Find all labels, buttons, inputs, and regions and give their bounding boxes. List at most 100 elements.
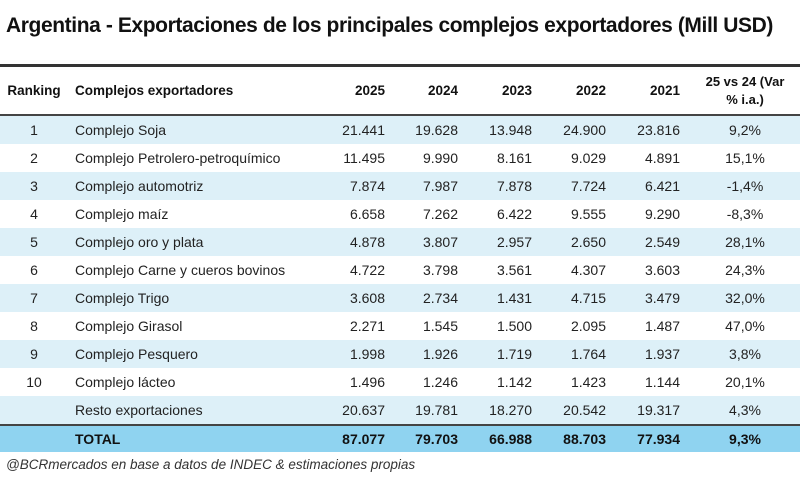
value-2025: 1.998 bbox=[320, 340, 395, 368]
header-2023: 2023 bbox=[468, 67, 542, 116]
header-2024: 2024 bbox=[395, 67, 468, 116]
name-cell: Complejo Carne y cueros bovinos bbox=[68, 256, 320, 284]
name-cell: Resto exportaciones bbox=[68, 396, 320, 425]
value-2022: 9.555 bbox=[542, 200, 616, 228]
header-2022: 2022 bbox=[542, 67, 616, 116]
value-2022: 2.650 bbox=[542, 228, 616, 256]
value-2025: 1.496 bbox=[320, 368, 395, 396]
table-row: 1 Complejo Soja 21.441 19.628 13.948 24.900 23… bbox=[0, 115, 800, 144]
value-2023: 1.500 bbox=[468, 312, 542, 340]
table-row: 3 Complejo automotriz 7.874 7.987 7.878 7.724… bbox=[0, 172, 800, 200]
value-2024: 1.545 bbox=[395, 312, 468, 340]
rank-cell bbox=[0, 396, 68, 425]
value-2021: 9.290 bbox=[616, 200, 690, 228]
table-row: 5 Complejo oro y plata 4.878 3.807 2.957 2.65… bbox=[0, 228, 800, 256]
value-2023: 7.878 bbox=[468, 172, 542, 200]
total-label: TOTAL bbox=[68, 424, 320, 452]
value-2024: 2.734 bbox=[395, 284, 468, 312]
value-2025: 21.441 bbox=[320, 115, 395, 144]
value-2022: 1.764 bbox=[542, 340, 616, 368]
rank-cell: 4 bbox=[0, 200, 68, 228]
variation-cell: 4,3% bbox=[690, 396, 800, 425]
value-2025: 20.637 bbox=[320, 396, 395, 425]
value-2021: 1.937 bbox=[616, 340, 690, 368]
total-2023: 66.988 bbox=[468, 424, 542, 452]
total-row: TOTAL 87.077 79.703 66.988 88.703 77.934… bbox=[0, 424, 800, 452]
value-2021: 2.549 bbox=[616, 228, 690, 256]
value-2023: 1.719 bbox=[468, 340, 542, 368]
value-2025: 4.878 bbox=[320, 228, 395, 256]
value-2023: 2.957 bbox=[468, 228, 542, 256]
value-2025: 4.722 bbox=[320, 256, 395, 284]
value-2021: 1.144 bbox=[616, 368, 690, 396]
source-note: @BCRmercados en base a datos de INDEC & … bbox=[6, 457, 416, 472]
value-2022: 4.715 bbox=[542, 284, 616, 312]
table-row: Resto exportaciones 20.637 19.781 18.270 20.… bbox=[0, 396, 800, 425]
name-cell: Complejo Soja bbox=[68, 115, 320, 144]
value-2025: 11.495 bbox=[320, 144, 395, 172]
variation-cell: 3,8% bbox=[690, 340, 800, 368]
variation-cell: 20,1% bbox=[690, 368, 800, 396]
value-2024: 3.807 bbox=[395, 228, 468, 256]
rank-cell: 7 bbox=[0, 284, 68, 312]
value-2024: 19.781 bbox=[395, 396, 468, 425]
table-row: 6 Complejo Carne y cueros bovinos 4.722 3.7… bbox=[0, 256, 800, 284]
table-row: 8 Complejo Girasol 2.271 1.545 1.500 2.095 1.4… bbox=[0, 312, 800, 340]
value-2021: 4.891 bbox=[616, 144, 690, 172]
table-row: 2 Complejo Petrolero-petroquímico 11.495 9.… bbox=[0, 144, 800, 172]
total-rank-cell bbox=[0, 424, 68, 452]
value-2021: 23.816 bbox=[616, 115, 690, 144]
variation-cell: 32,0% bbox=[690, 284, 800, 312]
value-2021: 3.603 bbox=[616, 256, 690, 284]
header-variation-line2: % i.a.) bbox=[726, 91, 764, 107]
value-2022: 24.900 bbox=[542, 115, 616, 144]
header-2025: 2025 bbox=[320, 67, 395, 116]
rank-cell: 10 bbox=[0, 368, 68, 396]
value-2024: 19.628 bbox=[395, 115, 468, 144]
value-2021: 3.479 bbox=[616, 284, 690, 312]
rank-cell: 5 bbox=[0, 228, 68, 256]
value-2024: 1.926 bbox=[395, 340, 468, 368]
rank-cell: 3 bbox=[0, 172, 68, 200]
value-2023: 6.422 bbox=[468, 200, 542, 228]
table-row: 4 Complejo maíz 6.658 7.262 6.422 9.555 9.290-… bbox=[0, 200, 800, 228]
total-2024: 79.703 bbox=[395, 424, 468, 452]
value-2025: 3.608 bbox=[320, 284, 395, 312]
variation-cell: -8,3% bbox=[690, 200, 800, 228]
rank-cell: 2 bbox=[0, 144, 68, 172]
value-2025: 7.874 bbox=[320, 172, 395, 200]
variation-cell: -1,4% bbox=[690, 172, 800, 200]
variation-cell: 28,1% bbox=[690, 228, 800, 256]
value-2022: 20.542 bbox=[542, 396, 616, 425]
total-2021: 77.934 bbox=[616, 424, 690, 452]
value-2025: 2.271 bbox=[320, 312, 395, 340]
title-divider bbox=[0, 64, 800, 67]
header-ranking: Ranking bbox=[0, 67, 68, 116]
value-2022: 1.423 bbox=[542, 368, 616, 396]
total-2025: 87.077 bbox=[320, 424, 395, 452]
value-2024: 7.987 bbox=[395, 172, 468, 200]
table-row: 9 Complejo Pesquero 1.998 1.926 1.719 1.764 1.… bbox=[0, 340, 800, 368]
variation-cell: 47,0% bbox=[690, 312, 800, 340]
name-cell: Complejo Pesquero bbox=[68, 340, 320, 368]
rank-cell: 8 bbox=[0, 312, 68, 340]
name-cell: Complejo Girasol bbox=[68, 312, 320, 340]
value-2021: 1.487 bbox=[616, 312, 690, 340]
rank-cell: 9 bbox=[0, 340, 68, 368]
name-cell: Complejo maíz bbox=[68, 200, 320, 228]
value-2021: 6.421 bbox=[616, 172, 690, 200]
name-cell: Complejo Petrolero-petroquímico bbox=[68, 144, 320, 172]
value-2024: 7.262 bbox=[395, 200, 468, 228]
header-row: Ranking Complejos exportadores 2025 2024… bbox=[0, 67, 800, 116]
value-2022: 2.095 bbox=[542, 312, 616, 340]
value-2022: 7.724 bbox=[542, 172, 616, 200]
name-cell: Complejo oro y plata bbox=[68, 228, 320, 256]
variation-cell: 24,3% bbox=[690, 256, 800, 284]
name-cell: Complejo automotriz bbox=[68, 172, 320, 200]
value-2022: 9.029 bbox=[542, 144, 616, 172]
total-2022: 88.703 bbox=[542, 424, 616, 452]
total-variation: 9,3% bbox=[690, 424, 800, 452]
name-cell: Complejo lácteo bbox=[68, 368, 320, 396]
value-2025: 6.658 bbox=[320, 200, 395, 228]
value-2022: 4.307 bbox=[542, 256, 616, 284]
